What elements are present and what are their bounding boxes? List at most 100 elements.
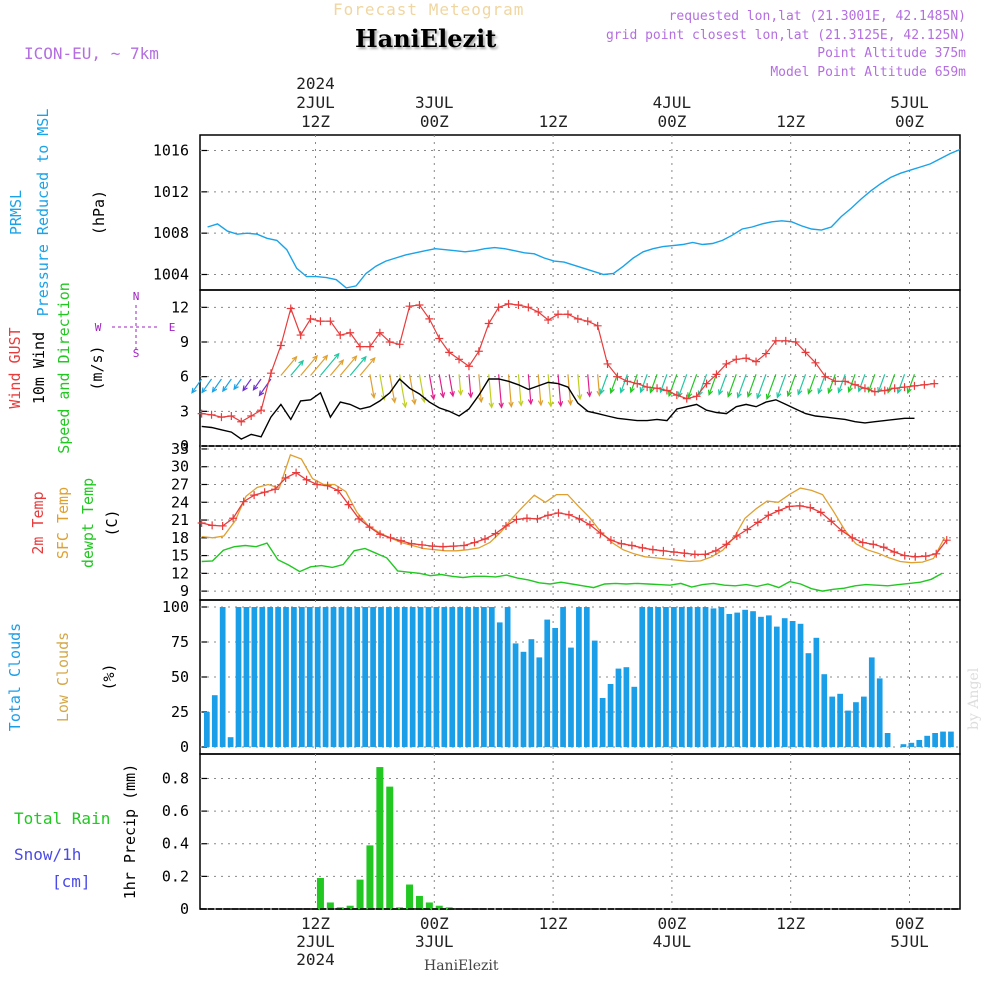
wind-direction-arrow xyxy=(547,374,552,407)
temp-2m-marker xyxy=(795,501,804,510)
y-axis-label: (%) xyxy=(100,663,118,690)
total-cloud-bar xyxy=(338,607,345,747)
gust-marker xyxy=(781,336,790,345)
gust-marker xyxy=(455,355,464,364)
wind-arrow-head xyxy=(667,390,674,398)
dewpoint-line xyxy=(201,542,943,592)
wind-direction-arrow xyxy=(766,374,777,399)
y-axis-label: Speed and Direction xyxy=(55,282,73,454)
wind-arrow-head xyxy=(756,393,762,400)
temp-2m-marker xyxy=(313,480,322,489)
gust-marker xyxy=(821,372,830,381)
wind-direction-arrow xyxy=(838,374,846,393)
gust-marker xyxy=(247,411,256,420)
temp-2m-marker xyxy=(575,514,584,523)
wind-arrow-head xyxy=(258,390,265,397)
gust-marker xyxy=(583,317,592,326)
temp-2m-marker xyxy=(334,486,343,495)
total-cloud-bar xyxy=(401,607,408,747)
wind-arrow-head xyxy=(619,387,625,394)
wind-arrow-head xyxy=(717,389,724,396)
wind-arrow-head xyxy=(609,387,615,395)
temp-2m-marker xyxy=(491,529,500,538)
wind-direction-arrow xyxy=(649,374,658,393)
requested-coords: requested lon,lat (21.3001E, 42.1485N) xyxy=(668,9,966,24)
gust-marker xyxy=(514,301,523,310)
gust-marker xyxy=(336,331,345,340)
y-axis-label: 2m Temp xyxy=(29,491,47,554)
total-cloud-bar xyxy=(298,607,305,747)
y-tick-label: 21 xyxy=(171,511,189,529)
gust-marker xyxy=(286,304,295,313)
y-axis-label: (m/s) xyxy=(88,345,106,390)
gust-marker xyxy=(742,354,751,363)
temp-2m-marker xyxy=(627,541,636,550)
top-time-label: 3JUL xyxy=(415,93,454,112)
gust-marker xyxy=(920,380,929,389)
total-cloud-bar xyxy=(884,733,891,747)
total-cloud-bar xyxy=(251,607,258,747)
precip-panel-frame xyxy=(199,753,961,910)
total-cloud-bar xyxy=(568,647,574,747)
total-cloud-bar xyxy=(924,735,931,747)
temp-2m-marker xyxy=(439,542,448,551)
bottom-time-label: 12Z xyxy=(301,914,330,933)
temp-2m-marker xyxy=(827,517,836,526)
gust-marker xyxy=(534,307,543,316)
rain-bar xyxy=(376,767,384,909)
total-cloud-bar xyxy=(742,609,748,747)
temp-2m-marker xyxy=(501,521,510,530)
temp-2m-marker xyxy=(596,529,605,538)
wind-arrow-head xyxy=(369,356,376,364)
rain-bar xyxy=(356,879,364,909)
total-cloud-bar xyxy=(932,733,938,747)
y-tick-label: 75 xyxy=(171,633,189,651)
total-cloud-bar xyxy=(678,607,685,747)
top-time-label: 12Z xyxy=(776,112,805,131)
gust-marker xyxy=(316,317,325,326)
total-cloud-bar xyxy=(813,637,820,747)
total-cloud-bar xyxy=(773,626,780,747)
gust-marker xyxy=(573,314,582,323)
wind-direction-arrow xyxy=(498,374,503,408)
gust-marker xyxy=(643,383,652,392)
gust-marker xyxy=(900,383,909,392)
y-axis-label: Pressure Reduced to MSL xyxy=(34,109,52,317)
wind-direction-arrow xyxy=(537,374,542,406)
temp-2m-marker xyxy=(271,485,280,494)
wind-arrow-head xyxy=(746,391,752,398)
wind-arrow-head xyxy=(586,391,593,398)
wind-direction-arrow xyxy=(907,374,916,393)
wind-direction-arrow xyxy=(280,356,297,376)
temp-2m-marker xyxy=(533,514,542,523)
gust-marker xyxy=(296,331,305,340)
total-cloud-bar xyxy=(488,607,495,747)
wind-direction-arrow xyxy=(727,374,737,397)
top-time-label: 2024 xyxy=(296,74,335,93)
top-time-label: 00Z xyxy=(420,112,449,131)
gust-marker xyxy=(425,314,434,323)
temp-2m-marker xyxy=(397,536,406,545)
wind-arrow-head xyxy=(557,400,564,408)
y-tick-label: 12 xyxy=(171,298,189,316)
y-tick-label: 0.8 xyxy=(162,769,189,787)
wind-direction-arrow xyxy=(848,374,856,392)
gust-marker xyxy=(554,310,563,319)
total-cloud-bar xyxy=(235,607,242,747)
total-cloud-bar xyxy=(291,607,297,747)
bottom-time-label: 00Z xyxy=(895,914,924,933)
wind-direction-arrow xyxy=(797,374,807,395)
wind-arrow-head xyxy=(478,396,484,404)
rain-bar xyxy=(425,902,433,909)
total-cloud-bar xyxy=(457,607,464,747)
gust-marker xyxy=(771,336,780,345)
gust-marker xyxy=(712,370,721,379)
temp-2m-marker xyxy=(764,511,773,520)
y-tick-label: 0.4 xyxy=(162,835,189,853)
wind-arrow-head xyxy=(351,355,358,362)
gust-marker xyxy=(623,377,632,386)
wind-direction-arrow xyxy=(718,374,727,395)
bottom-time-label: 00Z xyxy=(657,914,686,933)
rain-bar xyxy=(346,905,354,909)
y-axis-label: Wind GUST xyxy=(6,327,24,408)
